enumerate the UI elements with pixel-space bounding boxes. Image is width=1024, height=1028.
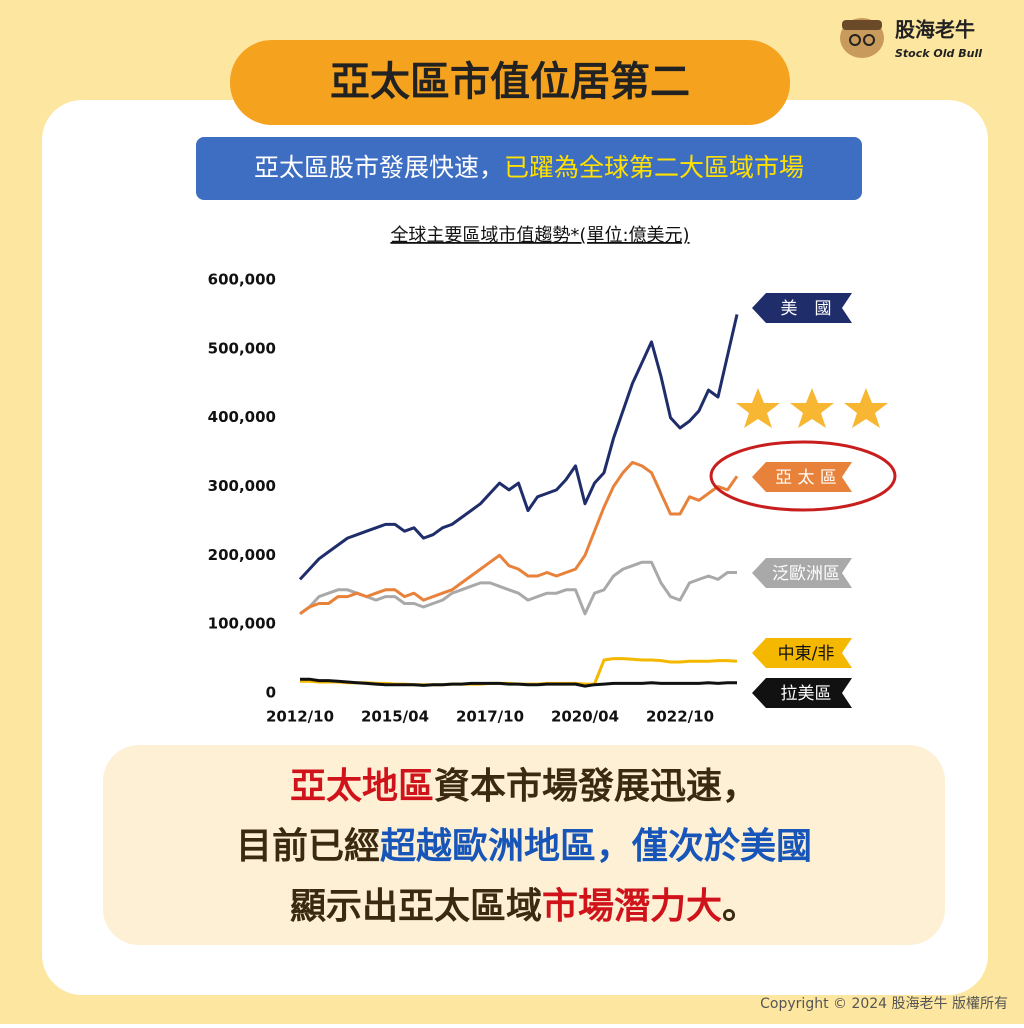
y-tick-label: 200,000 [208, 546, 276, 564]
caption-part: 目前已經 [236, 826, 380, 867]
banner-part: 亞太區股市發展快速， [254, 153, 504, 182]
caption-line: 顯示出亞太區域市場潛力大。 [290, 886, 758, 927]
y-tick-label: 500,000 [208, 339, 276, 357]
highlight-ellipse [709, 440, 897, 512]
legend-tag: 泛歐洲區 [752, 558, 852, 588]
page-title: 亞太區市值位居第二 [330, 59, 690, 105]
y-tick-label: 300,000 [208, 477, 276, 495]
legend-label: 泛歐洲區 [772, 564, 840, 584]
caption-box [103, 745, 945, 945]
series-line [300, 677, 737, 688]
legend-tag: 拉美區 [752, 678, 852, 708]
banner-text: 亞太區股市發展快速，已躍為全球第二大區域市場 [254, 153, 804, 182]
x-tick-label: 2017/10 [456, 708, 524, 726]
legend-tag-shape [752, 558, 852, 588]
legend-label: 亞 太 區 [775, 468, 837, 488]
chart: 0 100,000 200,000 300,000 400,000 500,000 600,… [208, 271, 852, 726]
x-tick-label: 2022/10 [646, 708, 714, 726]
banner-part: 已躍為全球第二大區域市場 [504, 153, 804, 182]
banner [196, 137, 862, 200]
caption-part: 超越歐洲地區，僅次於美國 [380, 826, 812, 867]
series-line [298, 314, 739, 581]
series-line [299, 460, 739, 616]
y-tick-label: 0 [266, 684, 276, 702]
legend-tag-shape [752, 462, 852, 492]
chart-title: 全球主要區域市值趨勢*(單位:億美元) [390, 225, 689, 246]
x-tick-label: 2015/04 [361, 708, 429, 726]
caption-part: 市場潛力大 [542, 886, 722, 927]
series-line [299, 560, 737, 616]
x-tick-label: 2020/04 [551, 708, 619, 726]
y-tick-label: 400,000 [208, 408, 276, 426]
brand-sub: Stock Old Bull [895, 47, 982, 60]
caption-line: 目前已經超越歐洲地區，僅次於美國 [236, 826, 812, 867]
caption-part: 亞太地區 [290, 766, 434, 807]
copyright: Copyright © 2024 股海老牛 版權所有 [760, 996, 1008, 1012]
legend-tag: 亞 太 區 [752, 462, 852, 492]
title-pill [230, 40, 790, 125]
brand-name: 股海老牛 [895, 18, 975, 42]
legend-tag-shape [752, 638, 852, 668]
caption-part: 。 [722, 886, 758, 927]
legend-tag: 中東/非 [752, 638, 852, 668]
y-tick-label: 100,000 [208, 615, 276, 633]
legend-tag-shape [752, 293, 852, 323]
legend-tag-shape [752, 678, 852, 708]
x-tick-label: 2012/10 [266, 708, 334, 726]
caption-line: 亞太地區資本市場發展迅速， [290, 766, 758, 807]
caption-part: 顯示出亞太區域 [290, 886, 542, 927]
legend-label: 中東/非 [778, 644, 835, 664]
logo: 股海老牛 Stock Old Bull [840, 18, 982, 60]
caption-part: 資本市場發展迅速， [434, 766, 758, 807]
stars [736, 388, 888, 428]
legend-tag: 美 國 [752, 293, 852, 323]
legend-label: 美 國 [781, 299, 832, 319]
y-tick-label: 600,000 [208, 271, 276, 289]
legend-label: 拉美區 [781, 684, 832, 704]
